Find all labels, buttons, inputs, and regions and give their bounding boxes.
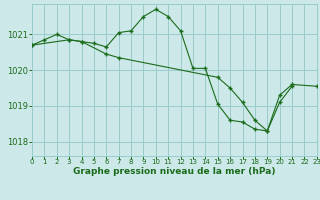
X-axis label: Graphe pression niveau de la mer (hPa): Graphe pression niveau de la mer (hPa) bbox=[73, 167, 276, 176]
